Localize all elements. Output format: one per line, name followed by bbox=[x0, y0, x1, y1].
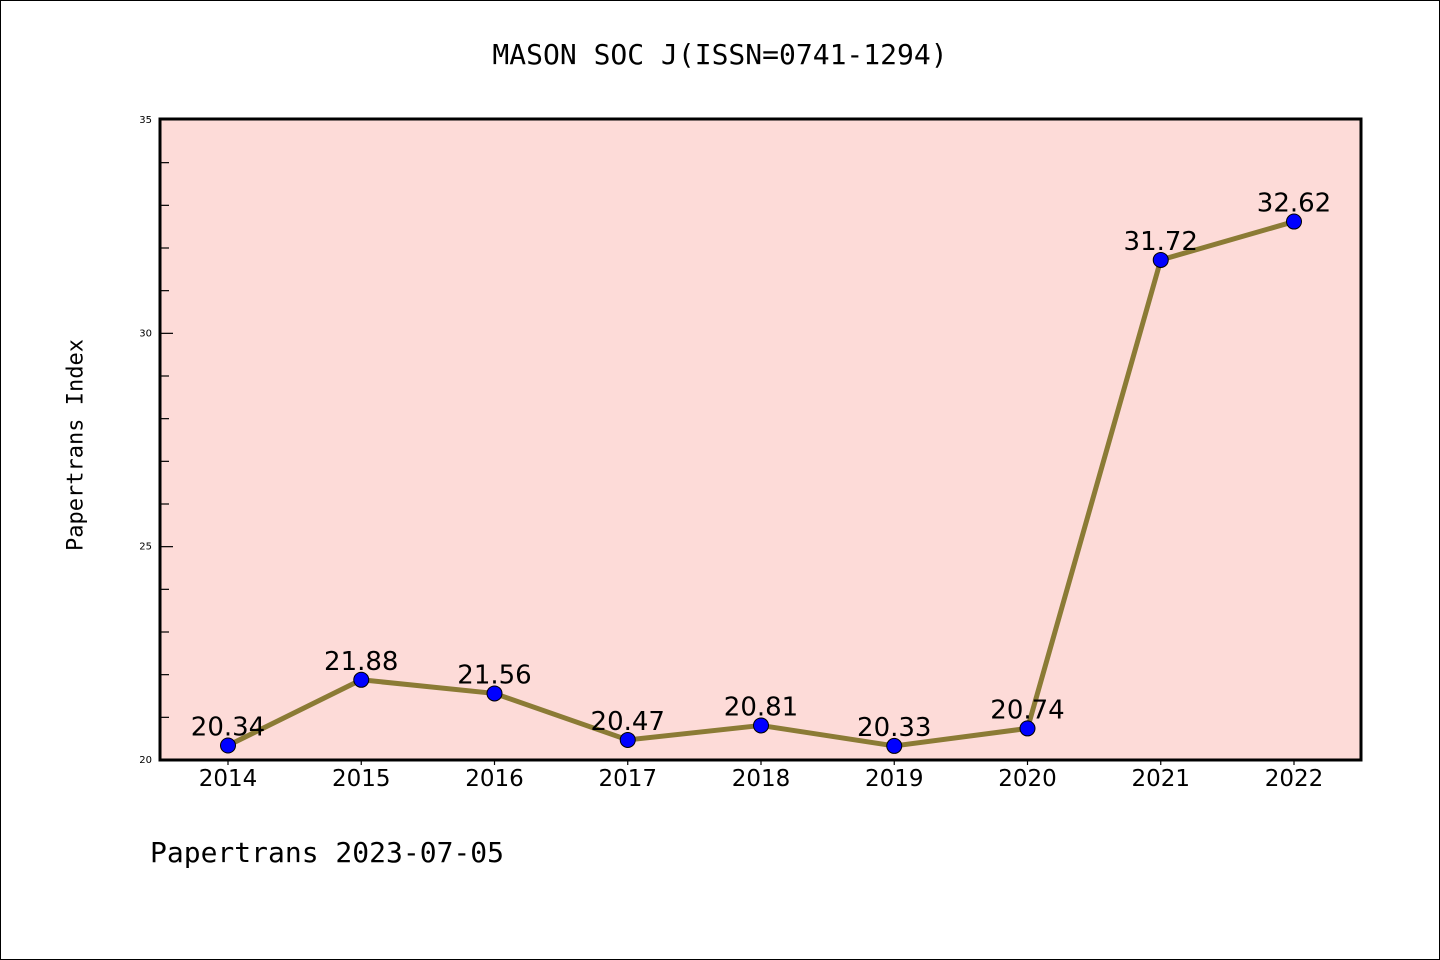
x-tick-label: 2014 bbox=[199, 766, 258, 792]
x-tick-label: 2022 bbox=[1265, 766, 1324, 792]
data-point bbox=[619, 731, 636, 748]
x-tick-label: 2018 bbox=[732, 766, 791, 792]
x-tick-label: 2017 bbox=[598, 766, 657, 792]
x-tick-label: 2020 bbox=[998, 766, 1057, 792]
plot-area bbox=[160, 120, 1361, 760]
y-tick-label: 20 bbox=[139, 755, 152, 766]
data-point bbox=[1286, 213, 1302, 230]
y-tick-label: 35 bbox=[139, 115, 152, 126]
y-tick-label: 25 bbox=[139, 542, 152, 553]
x-tick-label: 2016 bbox=[465, 766, 524, 792]
x-tick-label: 2019 bbox=[865, 766, 924, 792]
x-tick-label: 2015 bbox=[332, 766, 391, 792]
data-point bbox=[353, 671, 370, 688]
data-point bbox=[753, 717, 769, 734]
data-point bbox=[1019, 720, 1036, 737]
data-point bbox=[1152, 251, 1169, 268]
data-point bbox=[486, 685, 503, 702]
x-tick-label: 2021 bbox=[1131, 766, 1190, 792]
footer-text: Papertrans 2023-07-05 bbox=[150, 836, 505, 869]
data-point bbox=[886, 737, 903, 754]
y-tick-label: 30 bbox=[139, 328, 152, 339]
plot-border bbox=[158, 117, 1363, 762]
data-point bbox=[220, 737, 236, 754]
chart-title: MASON SOC J(ISSN=0741-1294) bbox=[492, 38, 948, 71]
